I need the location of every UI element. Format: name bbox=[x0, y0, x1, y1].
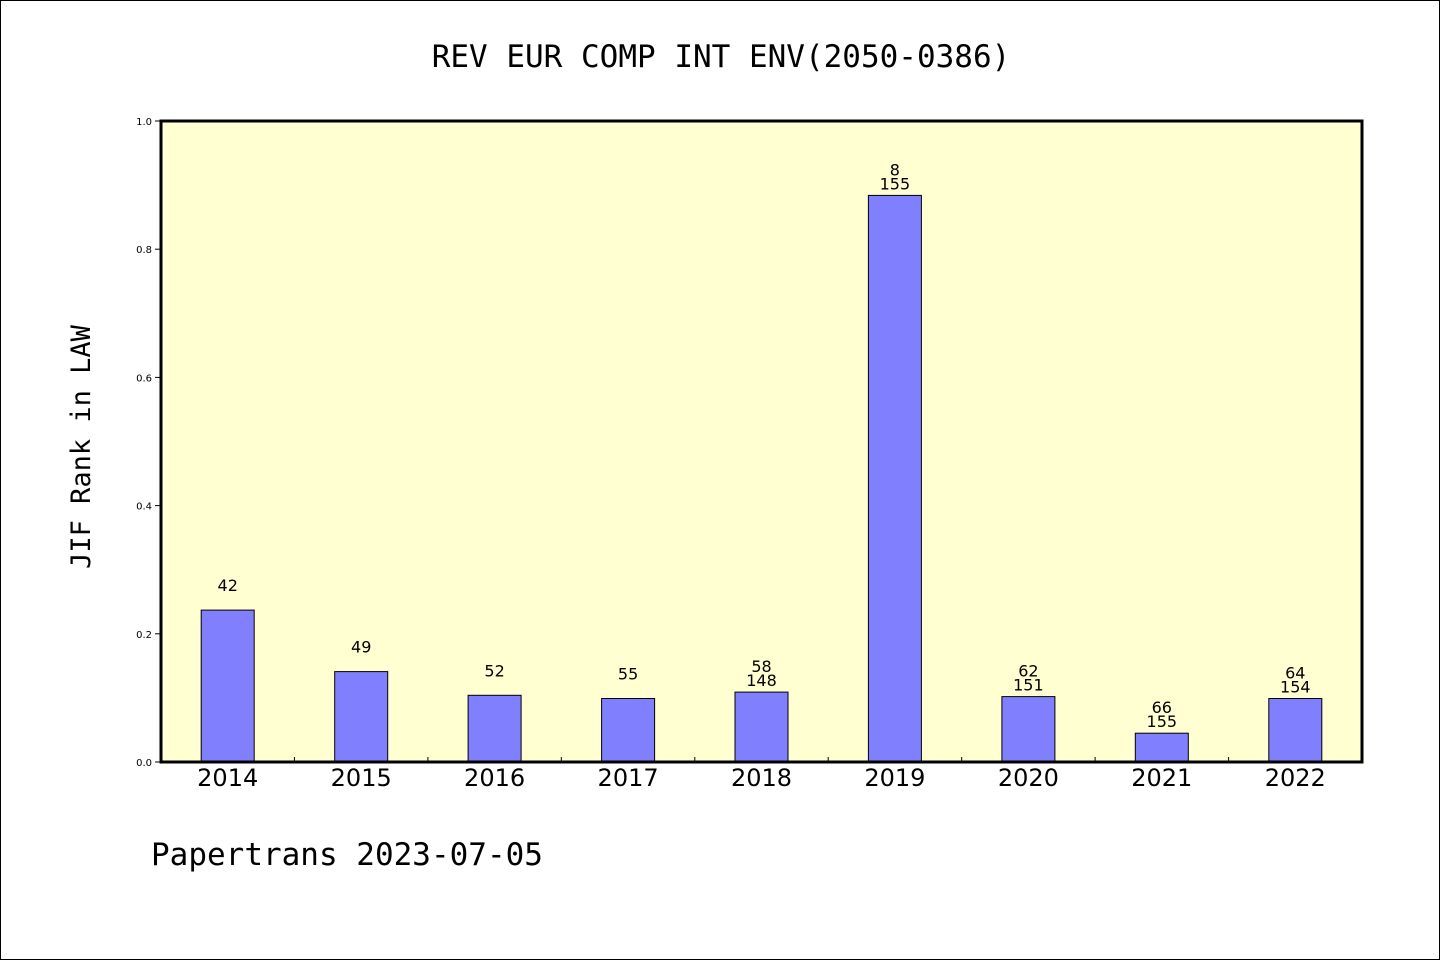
y-tick-label: 0.2 bbox=[136, 630, 152, 641]
x-tick-label-2017: 2017 bbox=[598, 764, 659, 792]
y-tick-label: 1.0 bbox=[136, 117, 152, 128]
bar-sublabel-2018: 148 bbox=[746, 671, 777, 690]
bar-sublabel-2020: 151 bbox=[1013, 676, 1044, 695]
y-axis-label: JIF Rank in LAW bbox=[66, 324, 97, 569]
footer-watermark: Papertrans 2023-07-05 bbox=[151, 837, 543, 873]
x-ticks-group: 2014 2015 2016 2017 2018 2019 2020 2021 2022 bbox=[197, 757, 1326, 792]
y-tick-label: 0.4 bbox=[136, 502, 152, 513]
bar-label-2017: 55 bbox=[618, 665, 638, 684]
bar-label-2018: 58 bbox=[751, 657, 771, 676]
bar-label-2016: 52 bbox=[484, 661, 504, 680]
bar-2017 bbox=[601, 698, 656, 763]
x-tick-label-2018: 2018 bbox=[731, 764, 792, 792]
bar-2021 bbox=[1134, 732, 1189, 763]
bar-sublabel-2019: 155 bbox=[880, 174, 911, 193]
bar-label-2014: 42 bbox=[218, 576, 238, 595]
x-tick-label-2021: 2021 bbox=[1131, 764, 1192, 792]
bar-2019 bbox=[867, 194, 922, 763]
bar-label-2019: 8 bbox=[890, 160, 900, 179]
x-tick-label-2014: 2014 bbox=[197, 764, 258, 792]
x-tick-label-2015: 2015 bbox=[331, 764, 392, 792]
bar-2022 bbox=[1268, 698, 1323, 763]
plot-area bbox=[161, 121, 1362, 762]
y-tick-label: 0.0 bbox=[136, 758, 152, 769]
bar-2016 bbox=[467, 694, 522, 763]
bar-2014 bbox=[200, 609, 255, 763]
chart-title: REV EUR COMP INT ENV(2050-0386) bbox=[432, 39, 1011, 75]
x-tick-label-2016: 2016 bbox=[464, 764, 525, 792]
bar-label-2022: 64 bbox=[1285, 664, 1305, 683]
bar-label-2020: 62 bbox=[1018, 662, 1038, 681]
plot-border bbox=[159, 119, 1364, 764]
bar-2018 bbox=[734, 691, 789, 763]
bar-sublabel-2022: 154 bbox=[1280, 678, 1311, 697]
bar-label-2015: 49 bbox=[351, 638, 371, 657]
x-tick-label-2020: 2020 bbox=[998, 764, 1059, 792]
bar-2020 bbox=[1001, 696, 1056, 763]
x-tick-label-2022: 2022 bbox=[1265, 764, 1326, 792]
bars-group bbox=[200, 194, 1323, 763]
y-tick-label: 0.8 bbox=[136, 245, 152, 256]
y-ticks-group: 0.0 0.2 0.4 0.6 0.8 1.0 bbox=[136, 117, 161, 769]
x-tick-label-2019: 2019 bbox=[864, 764, 925, 792]
bar-sublabel-2021: 155 bbox=[1147, 712, 1178, 731]
bar-label-2021: 66 bbox=[1152, 698, 1172, 717]
bar-2015 bbox=[334, 671, 389, 763]
y-tick-label: 0.6 bbox=[136, 373, 152, 384]
